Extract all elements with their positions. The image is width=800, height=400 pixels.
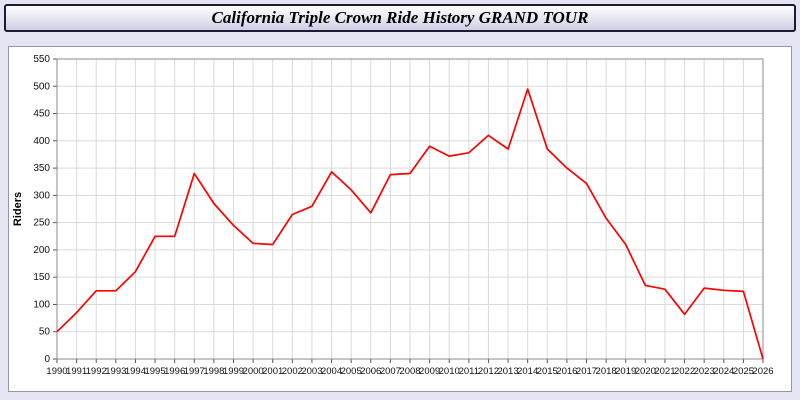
x-tick-label: 2015	[537, 366, 558, 377]
x-tick-label: 1999	[223, 366, 244, 377]
x-tick-label: 2003	[301, 366, 322, 377]
x-tick-label: 1991	[66, 366, 87, 377]
y-tick-label: 500	[33, 81, 50, 92]
chart-panel: 0 50 100 150 200 250 300 350 400 450 500 550 1990 199…	[8, 46, 792, 392]
x-tick-label: 2006	[360, 366, 381, 377]
x-tick-label: 2009	[419, 366, 440, 377]
x-tick-label: 2021	[654, 366, 675, 377]
x-tick-label: 2001	[262, 366, 283, 377]
y-tick-label: 450	[33, 109, 50, 120]
x-tick-label: 2026	[752, 366, 773, 377]
x-tick-label: 1994	[125, 366, 146, 377]
y-tick-label: 250	[33, 218, 50, 229]
x-tick-label: 2004	[321, 366, 342, 377]
x-tick-label: 2023	[694, 366, 715, 377]
x-tick-label: 2000	[243, 366, 264, 377]
x-tick-label: 2024	[713, 366, 734, 377]
x-tick-label: 2002	[282, 366, 303, 377]
y-tick-label: 50	[39, 327, 51, 338]
x-tick-label: 2014	[517, 366, 538, 377]
x-tick-label: 1997	[184, 366, 205, 377]
y-tick-label: 550	[33, 54, 50, 65]
line-chart: 0501001502002503003504004505005501990199…	[12, 54, 774, 377]
y-tick-label: 100	[33, 299, 50, 310]
x-tick-label: 2013	[497, 366, 518, 377]
x-tick-label: 2025	[733, 366, 754, 377]
plot-border	[56, 58, 764, 360]
x-tick-label: 2008	[399, 366, 420, 377]
y-tick-label: 150	[33, 272, 50, 283]
y-tick-label: 0	[44, 354, 50, 365]
riders-line-series	[56, 88, 764, 360]
x-tick-label: 1998	[203, 366, 224, 377]
x-tick-label: 2017	[576, 366, 597, 377]
x-tick-label: 1996	[164, 366, 185, 377]
y-tick-label: 350	[33, 163, 50, 174]
x-tick-label: 2020	[635, 366, 656, 377]
x-tick-label: 2010	[439, 366, 460, 377]
x-tick-label: 2019	[615, 366, 636, 377]
x-tick-label: 2016	[556, 366, 577, 377]
y-axis-label: Riders	[12, 192, 24, 226]
x-tick-label: 2005	[341, 366, 362, 377]
chart-title-bar: California Triple Crown Ride History GRA…	[4, 4, 796, 32]
y-tick-label: 200	[33, 245, 50, 256]
x-tick-label: 2007	[380, 366, 401, 377]
x-tick-label: 2012	[478, 366, 499, 377]
x-tick-label: 1995	[144, 366, 165, 377]
y-tick-label: 400	[33, 136, 50, 147]
x-tick-label: 1993	[105, 366, 126, 377]
x-tick-label: 1990	[46, 366, 67, 377]
page-title: California Triple Crown Ride History GRA…	[211, 8, 589, 27]
y-tick-label: 300	[33, 190, 50, 201]
x-tick-label: 1992	[86, 366, 107, 377]
x-tick-label: 2018	[596, 366, 617, 377]
x-tick-label: 2022	[674, 366, 695, 377]
x-tick-label: 2011	[459, 366, 479, 377]
